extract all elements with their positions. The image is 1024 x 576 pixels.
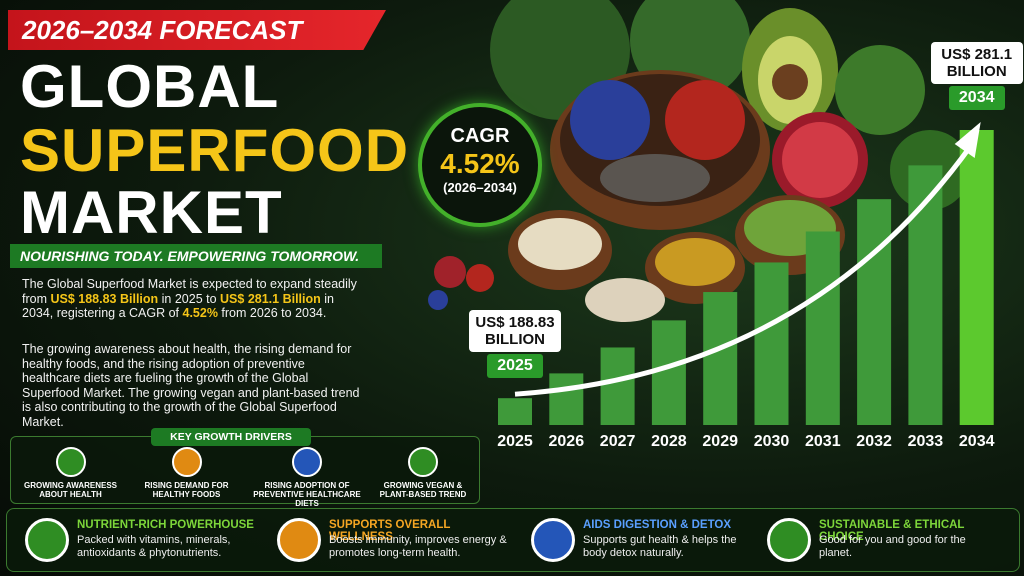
year-badge: 2034 bbox=[948, 86, 1005, 110]
highlight: US$ 281.1 Billion bbox=[220, 291, 321, 306]
value-callout: US$ 188.83 BILLION bbox=[469, 310, 561, 353]
text-segment: from 2026 to 2034. bbox=[217, 306, 327, 321]
year-badge: 2025 bbox=[487, 354, 543, 379]
feature-icon bbox=[25, 518, 69, 562]
cagr-period: (2026–2034) bbox=[443, 180, 517, 195]
feature-text: Packed with vitamins, minerals, antioxid… bbox=[77, 534, 231, 559]
description-paragraph: The Global Superfood Market is expected … bbox=[22, 277, 362, 321]
value-callout: US$ 281.1 BILLION bbox=[930, 42, 1023, 84]
text-segment: in 2034, registering a CAGR of bbox=[22, 291, 334, 321]
key-growth-drivers: KEY GROWTH DRIVERS GROWING AWARENESS ABO… bbox=[10, 428, 480, 508]
x-tick-label: 2027 bbox=[600, 433, 636, 450]
feature-text: Boosts immunity, improves energy & promo… bbox=[329, 534, 507, 559]
bar bbox=[959, 130, 994, 425]
text-segment: in 2025 to bbox=[158, 291, 221, 306]
x-tick-label: 2034 bbox=[959, 433, 995, 450]
driver-item: RISING DEMAND FOR HEALTHY FOODS bbox=[129, 447, 244, 499]
bar bbox=[754, 262, 789, 425]
driver-item: RISING ADOPTION OF PREVENTIVE HEALTHCARE… bbox=[243, 447, 371, 508]
driver-item: GROWING AWARENESS ABOUT HEALTH bbox=[13, 447, 128, 499]
feature-title: AIDS DIGESTION & DETOX bbox=[583, 519, 732, 531]
bar bbox=[651, 320, 686, 425]
feature-icon bbox=[277, 518, 321, 562]
forecast-badge: 2026–2034 FORECAST bbox=[8, 10, 386, 50]
bar bbox=[857, 199, 892, 425]
feature-icon bbox=[531, 518, 575, 562]
feature-title: NUTRIENT-RICH POWERHOUSE bbox=[77, 519, 254, 531]
driver-item: GROWING VEGAN & PLANT-BASED TREND bbox=[371, 447, 475, 499]
driver-icon bbox=[55, 447, 86, 477]
driver-icon bbox=[171, 447, 202, 477]
feature-strip: NUTRIENT-RICH POWERHOUSE Packed with vita… bbox=[6, 508, 1020, 572]
bar bbox=[549, 373, 584, 425]
driver-label: GROWING VEGAN & PLANT-BASED TREND bbox=[379, 481, 467, 499]
feature: AIDS DIGESTION & DETOX Supports gut healt… bbox=[523, 515, 769, 565]
highlight: 4.52% bbox=[182, 306, 218, 321]
cagr-circle: CAGR 4.52% (2026–2034) bbox=[418, 103, 542, 227]
driver-label: GROWING AWARENESS ABOUT HEALTH bbox=[23, 481, 118, 499]
bar bbox=[908, 165, 943, 425]
highlight: US$ 188.83 Billion bbox=[50, 291, 159, 306]
feature-title: SUPPORTS OVERALL WELLNESS bbox=[329, 519, 451, 543]
feature-title: SUSTAINABLE & ETHICAL CHOICE bbox=[819, 519, 965, 543]
feature: NUTRIENT-RICH POWERHOUSE Packed with vita… bbox=[17, 515, 263, 565]
driver-label: RISING ADOPTION OF PREVENTIVE HEALTHCARE… bbox=[253, 481, 361, 508]
arrow-head bbox=[954, 122, 981, 158]
drivers-title: KEY GROWTH DRIVERS bbox=[151, 428, 311, 446]
feature-text: Supports gut health & helps the body det… bbox=[583, 534, 737, 559]
x-tick-label: 2032 bbox=[856, 433, 892, 450]
x-tick-label: 2028 bbox=[651, 433, 687, 450]
feature: SUSTAINABLE & ETHICAL CHOICE Good for you… bbox=[759, 515, 1005, 565]
title-line: SUPERFOOD bbox=[20, 117, 410, 184]
tagline: NOURISHING TODAY. EMPOWERING TOMORROW. bbox=[10, 244, 382, 268]
bar bbox=[498, 398, 532, 425]
feature-icon bbox=[767, 518, 811, 562]
x-tick-label: 2033 bbox=[908, 433, 944, 450]
cagr-value: 4.52% bbox=[440, 148, 520, 179]
text-segment: The Global Superfood Market is expected … bbox=[22, 277, 357, 306]
x-tick-label: 2031 bbox=[805, 433, 841, 450]
x-tick-label: 2026 bbox=[549, 433, 585, 450]
cagr-label: CAGR bbox=[450, 125, 510, 147]
title-line: MARKET bbox=[20, 179, 283, 246]
feature: SUPPORTS OVERALL WELLNESS Boosts immunity… bbox=[269, 515, 515, 565]
bar bbox=[805, 231, 840, 425]
growth-arrow bbox=[514, 144, 973, 397]
driver-icon bbox=[292, 447, 322, 477]
description-paragraph: The growing awareness about health, the … bbox=[22, 342, 360, 429]
driver-label: RISING DEMAND FOR HEALTHY FOODS bbox=[144, 481, 229, 499]
bar bbox=[600, 347, 635, 425]
driver-icon bbox=[408, 447, 438, 477]
x-tick-label: 2029 bbox=[702, 433, 738, 450]
title-line: GLOBAL bbox=[20, 53, 280, 120]
x-tick-label: 2030 bbox=[754, 433, 790, 450]
feature-text: Good for you and good for the planet. bbox=[819, 534, 966, 559]
x-tick-label: 2025 bbox=[497, 433, 533, 450]
bar bbox=[703, 292, 738, 425]
